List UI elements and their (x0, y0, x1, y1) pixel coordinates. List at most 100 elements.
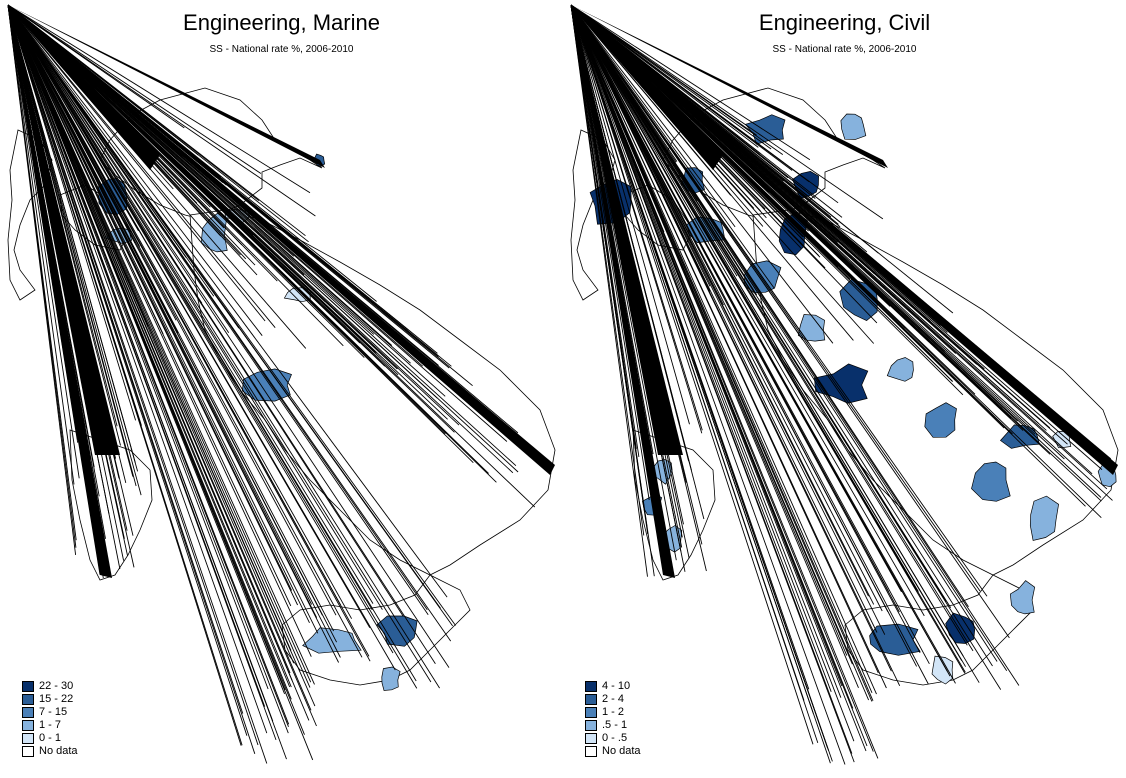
choropleth-map-marine (7, 4, 556, 764)
leader-line (570, 4, 819, 744)
legend-item: .5 - 1 (585, 719, 641, 732)
shaded-region (840, 113, 867, 140)
leader-line (570, 4, 966, 673)
leader-line (570, 4, 925, 617)
leader-line (7, 4, 383, 610)
leader-line (570, 4, 889, 592)
leader-lines (7, 4, 536, 764)
leader-line (7, 4, 248, 736)
leader-line (570, 4, 1113, 501)
leader-line (570, 4, 711, 292)
leader-line (7, 4, 75, 485)
leader-line (570, 4, 785, 164)
leader-line (7, 4, 203, 304)
leader-wedge (8, 5, 112, 578)
leader-line (7, 4, 154, 267)
leader-line (7, 4, 394, 654)
legend-item: 1 - 7 (22, 719, 78, 732)
leader-line (7, 4, 263, 336)
legend-swatch (585, 733, 597, 744)
legend-swatch (22, 733, 34, 744)
legend-label: 2 - 4 (602, 693, 625, 705)
leader-line (7, 4, 293, 681)
leader-line (7, 4, 429, 615)
leader-line (7, 4, 374, 604)
leader-line (7, 4, 269, 690)
leader-line (7, 4, 179, 334)
leader-line (7, 4, 137, 421)
leader-line (7, 4, 80, 479)
leader-line (570, 4, 775, 289)
shaded-region (1029, 495, 1059, 541)
leader-line (570, 4, 855, 742)
leader-wedge (8, 5, 120, 455)
leader-line (570, 4, 948, 672)
leader-line (7, 4, 312, 657)
map-panel-marine: Engineering, Marine SS - National rate %… (7, 4, 556, 764)
shaded-region (869, 623, 921, 656)
leader-line (7, 4, 341, 658)
leader-line (570, 4, 843, 218)
leader-line (570, 4, 648, 577)
leader-line (570, 4, 868, 747)
leader-line (7, 4, 319, 634)
leader-line (570, 4, 988, 597)
shaded-region (381, 666, 401, 691)
legend-swatch (585, 720, 597, 731)
map-title: Engineering, Civil (758, 10, 931, 35)
legend-label: 22 - 30 (39, 680, 74, 692)
leader-line (570, 4, 770, 311)
leader-line (7, 4, 77, 548)
leader-line (570, 4, 887, 689)
legend-swatch (585, 694, 597, 705)
legend-label: .5 - 1 (602, 719, 628, 731)
leader-line (570, 4, 1024, 431)
leader-line (570, 4, 886, 635)
leader-line (7, 4, 134, 477)
legend-swatch (22, 694, 34, 705)
leader-line (570, 4, 1010, 639)
legend-label: 7 - 15 (39, 706, 68, 718)
legend-label: No data (39, 745, 78, 757)
legend-label: 4 - 10 (602, 680, 631, 692)
map-panel-civil: Engineering, Civil SS - National rate %,… (563, 0, 1126, 778)
leader-line (570, 4, 650, 501)
leader-line (570, 4, 853, 754)
shaded-region (924, 402, 957, 438)
leader-line (570, 4, 842, 698)
leader-line (7, 4, 448, 598)
leader-line (7, 4, 312, 683)
leader-line (7, 4, 266, 322)
leader-line (570, 4, 645, 512)
leader-line (570, 4, 854, 341)
leader-wedge (571, 5, 888, 168)
leader-line (570, 4, 811, 161)
legend-label: 1 - 2 (602, 706, 625, 718)
legend-swatch (22, 681, 34, 692)
legend-label: 0 - 1 (39, 732, 62, 744)
leader-line (570, 4, 874, 701)
legend-swatch (22, 720, 34, 731)
leader-line (7, 4, 440, 689)
leader-line (570, 4, 848, 656)
choropleth-map-civil (570, 4, 1119, 765)
legend-item: 0 - .5 (585, 732, 641, 745)
region-outline (281, 574, 471, 686)
leader-line (7, 4, 450, 668)
leader-line (7, 4, 276, 328)
leader-line (570, 4, 834, 344)
legend-swatch (585, 681, 597, 692)
legend-item: 1 - 2 (585, 706, 641, 719)
leader-line (7, 4, 290, 725)
legend-item: No data (585, 745, 641, 758)
leader-line (570, 4, 677, 561)
leader-line (570, 4, 772, 150)
leader-line (7, 4, 100, 497)
leader-line (570, 4, 883, 612)
leader-wedge (571, 5, 723, 170)
leader-line (7, 4, 164, 335)
leader-line (7, 4, 352, 619)
leader-line (570, 4, 839, 268)
leader-line (570, 4, 1102, 519)
leader-line (570, 4, 931, 322)
